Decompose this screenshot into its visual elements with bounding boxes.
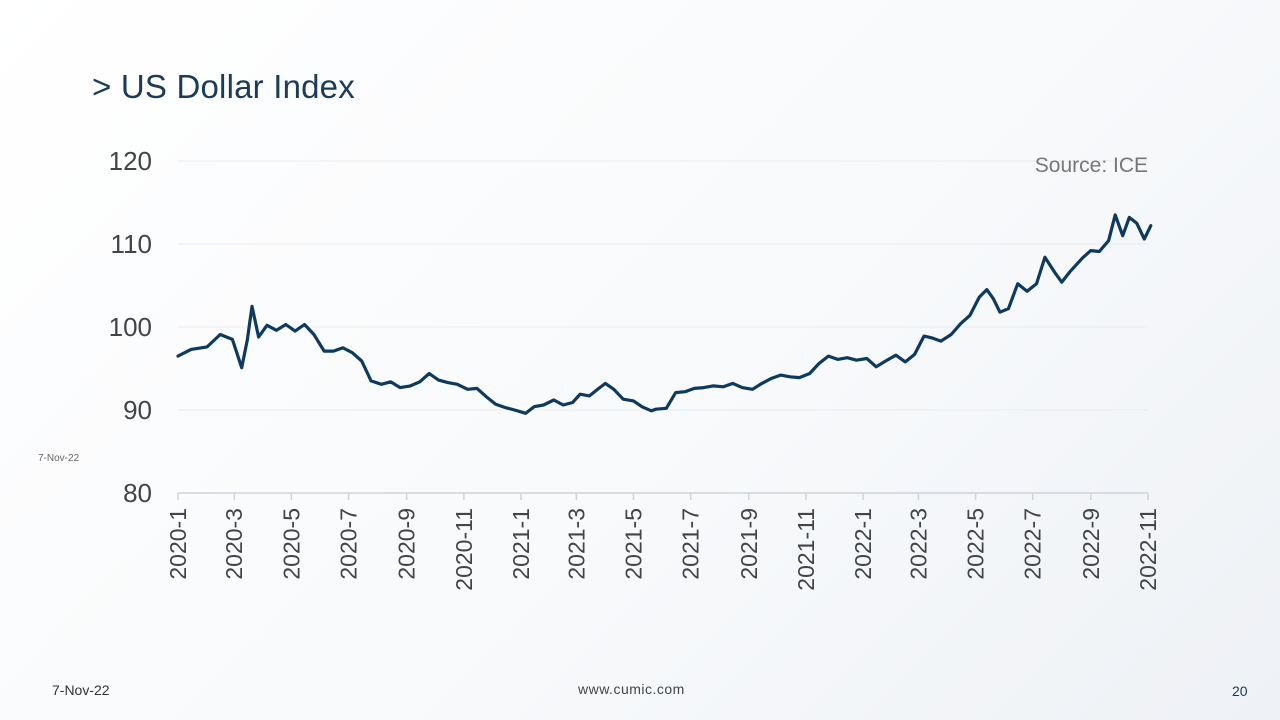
y-tick-label: 100 xyxy=(109,312,152,342)
x-tick-label: 2022-11 xyxy=(1135,508,1161,591)
x-tick-label: 2021-5 xyxy=(620,508,646,580)
x-tick-label: 2022-9 xyxy=(1078,508,1104,580)
y-tick-label: 80 xyxy=(123,478,152,508)
source-label: Source: ICE xyxy=(1035,154,1148,177)
slide-title: > US Dollar Index xyxy=(92,68,355,105)
x-tick-label: 2020-5 xyxy=(278,508,304,580)
x-tick-label: 2021-7 xyxy=(678,508,704,580)
x-tick-label: 2022-7 xyxy=(1020,508,1046,580)
x-tick-label: 2020-3 xyxy=(221,508,247,580)
x-tick-label: 2020-1 xyxy=(165,508,191,580)
series-line-0 xyxy=(176,213,1153,415)
x-tick-label: 2020-9 xyxy=(394,508,420,580)
y-tick-label: 120 xyxy=(109,146,152,176)
footer-url[interactable]: www.cumic.com xyxy=(578,681,685,697)
x-tick-label: 2021-3 xyxy=(563,508,589,580)
page-number: 20 xyxy=(1232,683,1248,699)
x-tick-label: 2021-1 xyxy=(508,508,534,580)
y-tick-label: 90 xyxy=(123,395,152,425)
x-tick-label: 2020-11 xyxy=(451,508,477,591)
y-tick-label: 110 xyxy=(111,229,152,259)
x-tick-label: 2021-9 xyxy=(736,508,762,580)
side-date-label: 7-Nov-22 xyxy=(38,453,80,464)
footer-date: 7-Nov-22 xyxy=(52,682,110,698)
x-tick-label: 2020-7 xyxy=(336,508,362,580)
x-tick-label: 2022-1 xyxy=(850,508,876,580)
x-tick-label: 2021-11 xyxy=(793,508,819,591)
x-tick-label: 2022-3 xyxy=(905,508,931,580)
x-tick-label: 2022-5 xyxy=(963,508,989,580)
